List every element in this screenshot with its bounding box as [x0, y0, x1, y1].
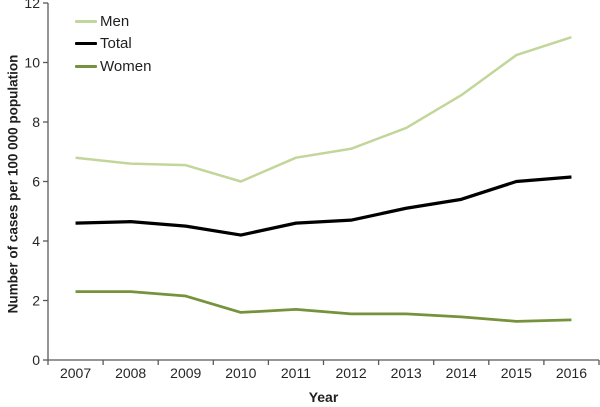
y-tick-label: 2 [32, 293, 40, 309]
legend-label-total: Total [100, 35, 132, 53]
legend-item-men: Men [75, 10, 151, 33]
series-line-total [75, 175, 572, 237]
series-line-women [75, 290, 572, 323]
y-tick-label: 0 [32, 352, 40, 368]
legend-label-women: Women [100, 57, 152, 75]
x-axis-title: Year [308, 389, 339, 405]
y-tick-label: 6 [32, 174, 40, 190]
legend-label-men: Men [100, 12, 130, 30]
legend-swatch-total [75, 42, 97, 46]
y-tick-label: 12 [24, 0, 40, 11]
legend-swatch-men [75, 19, 97, 23]
x-tick-label: 2015 [501, 365, 532, 381]
series-line-men [75, 36, 572, 183]
x-tick-label: 2009 [170, 365, 201, 381]
x-tick-label: 2012 [335, 365, 366, 381]
x-tick-label: 2014 [446, 365, 477, 381]
y-tick-label: 8 [32, 114, 40, 130]
x-tick-label: 2013 [391, 365, 422, 381]
x-tick-label: 2010 [225, 365, 256, 381]
y-tick-label: 10 [24, 55, 40, 71]
y-axis-title: Number of cases per 100 000 population [5, 54, 21, 314]
y-tick-label: 4 [32, 233, 40, 249]
legend-item-women: Women [75, 55, 151, 78]
x-tick-label: 2016 [556, 365, 587, 381]
legend: Men Total Women [75, 10, 151, 78]
legend-item-total: Total [75, 33, 151, 56]
x-tick-label: 2008 [115, 365, 146, 381]
x-tick-label: 2007 [60, 365, 91, 381]
legend-swatch-women [75, 64, 97, 68]
x-tick-label: 2011 [281, 365, 311, 381]
